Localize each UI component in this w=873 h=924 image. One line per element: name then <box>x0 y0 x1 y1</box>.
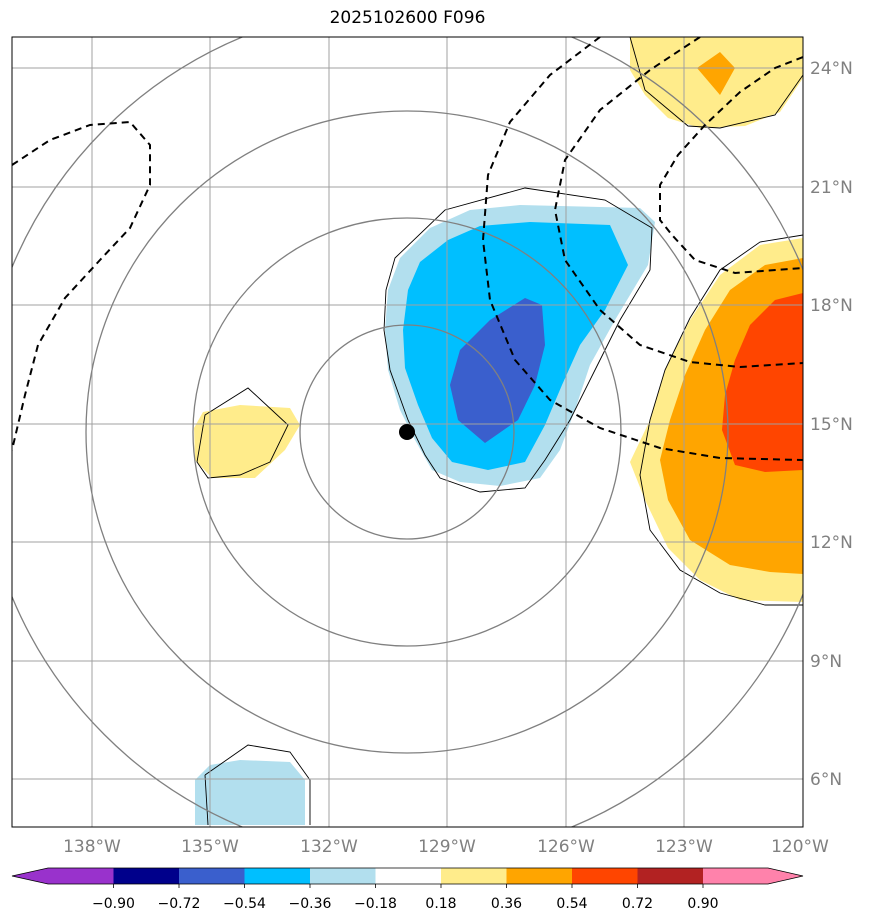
colorbar-label: 0.90 <box>687 896 718 912</box>
colorbar-swatch <box>244 868 310 884</box>
lon-tick-label: 120°W <box>771 837 829 857</box>
lon-tick-label: 129°W <box>418 837 476 857</box>
colorbar-label: 0.54 <box>556 896 587 912</box>
colorbar-swatch <box>637 868 703 884</box>
lat-tick-label: 24°N <box>810 59 853 79</box>
lat-tick-label: 21°N <box>810 178 853 198</box>
map-title: 2025102600 F096 <box>329 8 486 28</box>
lon-tick-label: 126°W <box>537 837 595 857</box>
lat-tick-label: 18°N <box>810 296 853 316</box>
colorbar-label: 0.18 <box>425 896 456 912</box>
west-positive-region <box>194 405 300 478</box>
colorbar-extend-high <box>768 868 803 884</box>
colorbar-swatch <box>572 868 638 884</box>
colorbar-swatch <box>375 868 441 884</box>
map-frame <box>11 36 804 828</box>
colorbar-swatch <box>310 868 376 884</box>
colorbar: −0.90 −0.72 −0.54 −0.36 −0.18 0.18 0.36 … <box>11 867 804 912</box>
northeast-positive-region <box>630 37 803 128</box>
colorbar-swatch <box>441 868 507 884</box>
lat-tick-labels: 6°N 9°N 12°N 15°N 18°N 21°N 24°N <box>810 59 853 790</box>
colorbar-label: 0.36 <box>491 896 522 912</box>
lat-tick-label: 9°N <box>810 652 842 672</box>
colorbar-extend-low <box>12 868 48 884</box>
storm-center-marker <box>399 424 415 440</box>
map-panel <box>12 37 803 827</box>
southwest-negative-region <box>195 760 305 825</box>
lon-tick-label: 132°W <box>300 837 358 857</box>
colorbar-swatch <box>48 868 114 884</box>
colorbar-label: 0.72 <box>622 896 653 912</box>
lon-tick-label: 135°W <box>181 837 239 857</box>
lon-tick-label: 123°W <box>655 837 713 857</box>
range-rings <box>12 37 803 827</box>
dashed-contours <box>12 37 803 461</box>
colorbar-label: −0.54 <box>223 896 266 912</box>
east-positive-region <box>630 238 803 602</box>
lon-tick-labels: 138°W 135°W 132°W 129°W 126°W 123°W 120°… <box>63 837 829 857</box>
lat-tick-label: 6°N <box>810 770 842 790</box>
colorbar-swatch <box>506 868 572 884</box>
colorbar-label: −0.18 <box>354 896 397 912</box>
colorbar-swatch <box>179 868 245 884</box>
lon-tick-label: 138°W <box>63 837 121 857</box>
lat-tick-label: 12°N <box>810 533 853 553</box>
colorbar-swatch <box>113 868 179 884</box>
colorbar-label: −0.36 <box>289 896 332 912</box>
graticule <box>12 37 803 827</box>
colorbar-label: −0.72 <box>158 896 201 912</box>
colorbar-swatch <box>703 868 768 884</box>
colorbar-label: −0.90 <box>92 896 135 912</box>
lat-tick-label: 15°N <box>810 415 853 435</box>
negative-anomaly-region <box>385 205 655 486</box>
